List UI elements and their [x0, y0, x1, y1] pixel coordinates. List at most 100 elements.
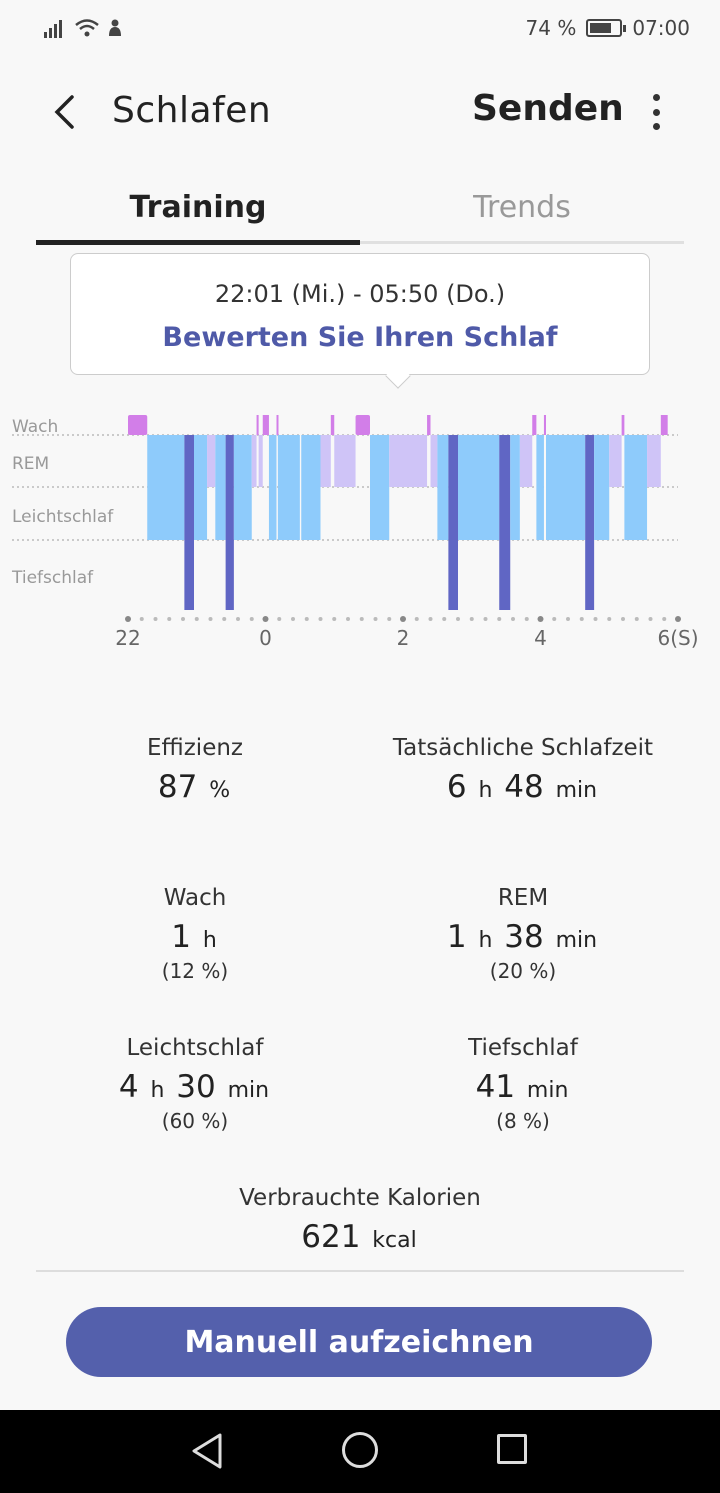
axis-dot — [153, 617, 158, 621]
x-tick-label: 4 — [534, 626, 547, 650]
stat-deep-sleep: Tiefschlaf 41 min (8 %) — [358, 1035, 688, 1133]
stat-label: Tiefschlaf — [468, 1035, 578, 1061]
stat-unit: min — [227, 1078, 270, 1103]
axis-dot — [634, 617, 639, 621]
axis-dot — [291, 617, 295, 621]
x-tick-label: 6(S) — [657, 626, 698, 650]
clock: 07:00 — [632, 16, 690, 40]
battery-percent: 74 % — [525, 16, 577, 40]
stat-unit: min — [526, 1078, 569, 1103]
axis-dot — [662, 617, 667, 621]
signal-icon — [44, 20, 62, 38]
stage-label: Leichtschlaf — [12, 507, 114, 527]
sleep-segment-leichtschlaf — [510, 435, 520, 540]
battery-icon — [586, 19, 627, 37]
stat-percent: (60 %) — [161, 1109, 229, 1133]
sleep-segment-rem — [334, 435, 356, 487]
sleep-segment-rem — [647, 435, 661, 487]
stat-percent: (20 %) — [489, 959, 557, 983]
stat-number: 30 — [176, 1069, 216, 1105]
axis-dot — [346, 617, 350, 621]
more-options-icon[interactable] — [640, 92, 672, 132]
x-tick-label: 0 — [259, 626, 272, 650]
sleep-segment-tiefschlaf — [225, 435, 234, 610]
tab-training[interactable]: Training — [129, 190, 267, 225]
axis-dot — [167, 617, 172, 621]
tab-bar: Training Trends — [36, 176, 684, 246]
stat-number: 1 — [446, 919, 467, 955]
stat-unit: h — [150, 1078, 165, 1103]
record-manually-button[interactable]: Manuell aufzeichnen — [66, 1307, 652, 1377]
axis-dot — [139, 617, 144, 621]
rate-sleep-link[interactable]: Bewerten Sie Ihren Schlaf — [162, 322, 558, 353]
axis-dot — [593, 617, 598, 621]
sleep-segment-rem — [207, 435, 216, 487]
status-bar: 74 % 07:00 — [0, 0, 720, 56]
axis-dot — [621, 617, 625, 621]
axis-dot — [607, 617, 612, 621]
stat-unit: % — [209, 778, 231, 803]
sleep-segment-rem — [519, 435, 533, 487]
tab-track — [360, 241, 684, 244]
sleep-segment-leichtschlaf — [370, 435, 390, 540]
stat-actual-sleep: Tatsächliche Schlafzeit 6 h 48 min — [358, 735, 688, 805]
tab-trends[interactable]: Trends — [473, 190, 571, 225]
axis-dot — [373, 617, 378, 621]
sleep-segment-leichtschlaf — [624, 435, 648, 540]
sleep-segment-leichtschlaf — [458, 435, 500, 540]
sleep-chart-svg: Wach REM Leichtschlaf Tiefschlaf 22 0 2 4 6(S) — [11, 415, 699, 650]
axis-dot — [236, 617, 240, 621]
stat-percent: (12 %) — [161, 959, 229, 983]
stat-unit: h — [478, 778, 493, 803]
axis-dot — [497, 617, 502, 621]
axis-tick — [537, 616, 544, 622]
x-tick-label: 2 — [397, 626, 410, 650]
axis-dot — [194, 617, 199, 621]
axis-dot — [428, 617, 433, 621]
axis-dot — [359, 617, 364, 621]
sleep-segment-leichtschlaf — [594, 435, 610, 540]
stat-label: Leichtschlaf — [126, 1035, 264, 1061]
stat-label: REM — [497, 885, 549, 911]
axis-dot — [304, 617, 309, 621]
send-button[interactable]: Senden — [472, 88, 624, 129]
nav-home-icon[interactable] — [342, 1432, 378, 1468]
stat-light-sleep: Leichtschlaf 4 h 30 min (60 %) — [30, 1035, 360, 1133]
axis-dot — [277, 617, 282, 621]
sleep-segment-wach — [276, 415, 279, 435]
sleep-segment-wach — [532, 415, 537, 435]
axis-dot — [442, 617, 447, 621]
axis-dot — [456, 617, 460, 621]
sleep-segment-rem — [258, 435, 263, 487]
page-title: Schlafen — [112, 90, 272, 131]
stage-label: Tiefschlaf — [11, 568, 94, 588]
sleep-segment-rem — [430, 435, 438, 487]
axis-dot — [181, 617, 185, 621]
axis-dot — [318, 617, 323, 621]
stat-calories: Verbrauchte Kalorien 621 kcal — [195, 1185, 525, 1255]
stage-label: REM — [12, 454, 49, 474]
stat-number: 6 — [446, 769, 467, 805]
axis-tick — [675, 616, 681, 622]
back-button[interactable] — [44, 90, 84, 134]
sleep-segment-wach — [262, 415, 269, 435]
sleep-segment-wach — [660, 415, 668, 435]
sleep-tooltip: 22:01 (Mi.) - 05:50 (Do.) Bewerten Sie I… — [70, 253, 650, 389]
sleep-stage-chart[interactable]: Wach REM Leichtschlaf Tiefschlaf 22 0 2 4 6(S) — [0, 395, 720, 665]
nav-recent-apps-icon[interactable] — [497, 1434, 527, 1464]
axis-tick — [400, 616, 406, 622]
axis-dot — [208, 617, 213, 621]
stat-efficiency: Effizienz 87 % — [30, 735, 360, 805]
axis-dot — [414, 617, 419, 621]
divider — [36, 1270, 684, 1272]
stat-unit: h — [478, 928, 493, 953]
axis-dot — [332, 617, 337, 621]
stat-label: Tatsächliche Schlafzeit — [392, 735, 654, 761]
sleep-segment-wach — [621, 415, 625, 435]
sleep-segment-leichtschlaf — [301, 435, 321, 540]
sleep-segment-wach — [543, 415, 546, 435]
axis-tick — [262, 616, 269, 622]
nav-back-icon[interactable] — [190, 1432, 224, 1470]
axis-dot — [524, 617, 529, 621]
stat-unit: min — [555, 928, 598, 953]
